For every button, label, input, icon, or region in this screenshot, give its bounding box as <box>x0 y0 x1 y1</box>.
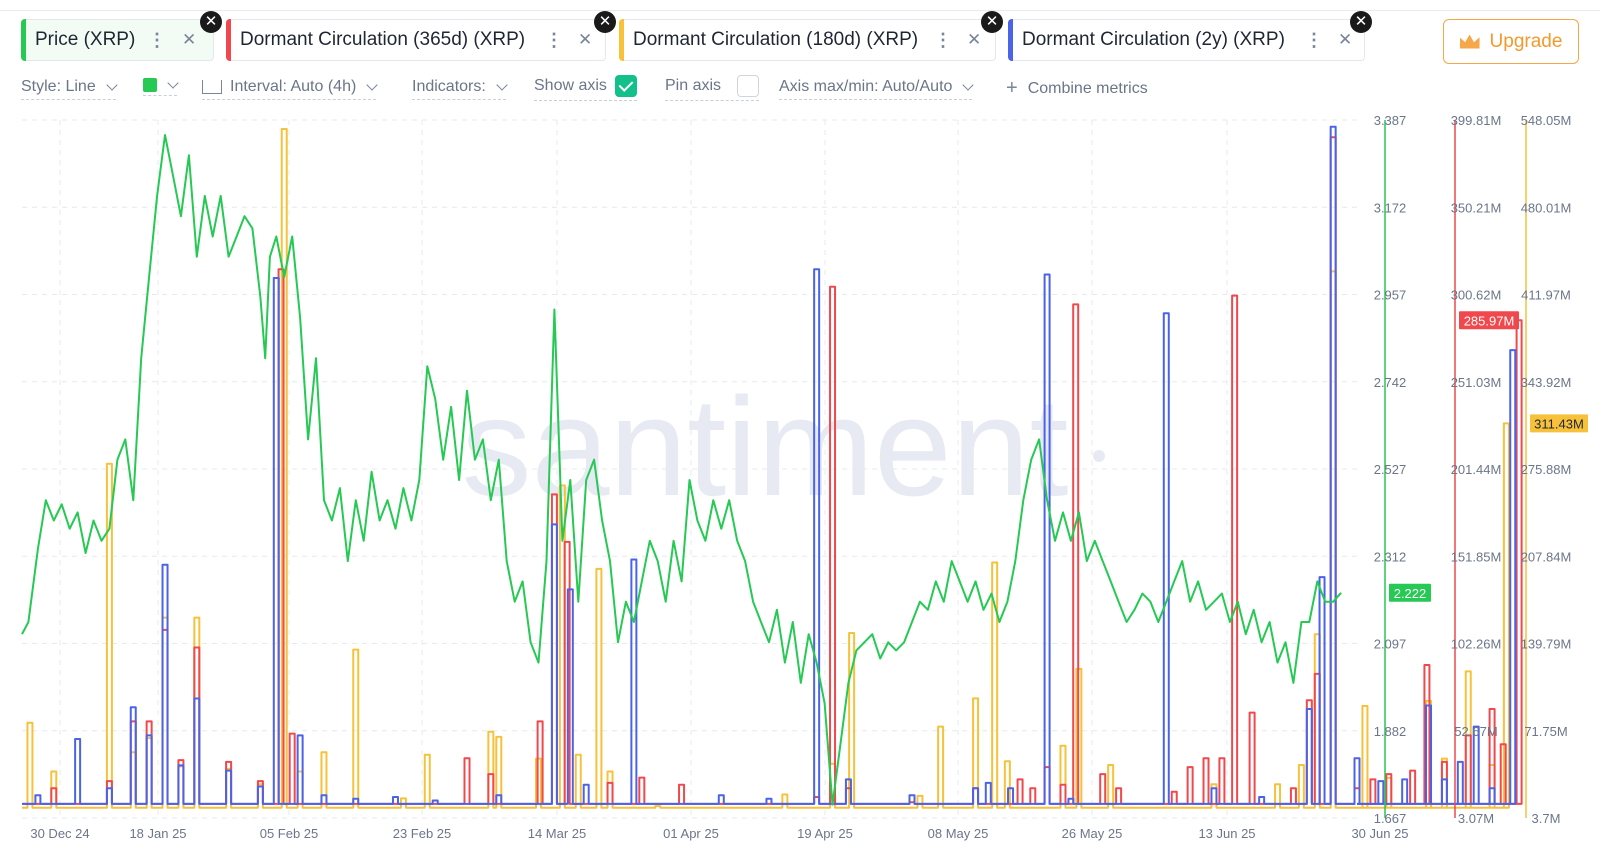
close-icon[interactable]: ✕ <box>981 11 1003 33</box>
y-tick-label: 411.97M <box>1521 288 1571 303</box>
interval-dropdown[interactable]: Interval: Auto (4h) <box>202 78 378 100</box>
tab-dormant-2y-remove-icon[interactable]: ✕ <box>1338 30 1353 49</box>
tab-dormant-2y-color-bar <box>1008 19 1013 61</box>
dormant-365d-current-label: 285.97M <box>1464 313 1515 328</box>
tab-dormant-180d-color-bar <box>619 19 624 61</box>
y-tick-label: 300.62M <box>1451 288 1502 303</box>
y-tick-label: 2.742 <box>1374 375 1407 390</box>
y-tick-label: 3.07M <box>1458 811 1494 826</box>
y-tick-label: 343.92M <box>1521 375 1572 390</box>
x-tick-label: 23 Feb 25 <box>393 826 452 841</box>
price-current-label-bg <box>1389 583 1431 602</box>
pin-axis-toggle[interactable]: Pin axis <box>665 75 760 101</box>
pin-axis-label: Pin axis <box>665 77 722 94</box>
series-line <box>22 125 1517 805</box>
tab-dormant-180d[interactable]: Dormant Circulation (180d) (XRP) ⋮ ✕ <box>619 19 996 61</box>
tab-price[interactable]: Price (XRP) ⋮ ✕ <box>21 19 214 61</box>
tab-dormant-180d-remove-icon[interactable]: ✕ <box>967 30 982 49</box>
series-line <box>21 134 1342 806</box>
y-tick-label: 151.85M <box>1451 549 1502 564</box>
price-current-label: 2.222 <box>1394 586 1427 601</box>
color-swatch <box>143 78 157 92</box>
indicators-dropdown[interactable]: Indicators: <box>412 78 508 100</box>
x-tick-label: 05 Feb 25 <box>260 826 319 841</box>
y-tick-label: 52.67M <box>1454 724 1497 739</box>
tab-price-color-bar <box>21 19 26 61</box>
tab-dormant-365d-color-bar <box>226 19 231 61</box>
x-tick-label: 13 Jun 25 <box>1198 826 1255 841</box>
tab-dormant-365d-menu-icon[interactable]: ⋮ <box>545 29 563 50</box>
x-tick-label: 30 Jun 25 <box>1351 826 1408 841</box>
style-dropdown[interactable]: Style: Line <box>21 78 118 100</box>
y-tick-label: 1.882 <box>1374 724 1407 739</box>
tab-dormant-180d-menu-icon[interactable]: ⋮ <box>934 29 952 50</box>
style-label: Style: Line <box>21 78 96 95</box>
show-axis-toggle[interactable]: Show axis <box>534 75 637 101</box>
tab-dormant-365d[interactable]: Dormant Circulation (365d) (XRP) ⋮ ✕ <box>226 19 606 61</box>
y-tick-label: 102.26M <box>1451 637 1502 652</box>
dormant-180d-current-label: 311.43M <box>1534 416 1584 431</box>
y-tick-label: 71.75M <box>1524 724 1567 739</box>
y-tick-label: 251.03M <box>1451 375 1502 390</box>
y-tick-label: 3.7M <box>1532 811 1561 826</box>
y-tick-label: 548.05M <box>1521 113 1572 128</box>
tab-dormant-2y[interactable]: Dormant Circulation (2y) (XRP) ⋮ ✕ <box>1008 19 1365 61</box>
tab-dormant-365d-label: Dormant Circulation (365d) (XRP) <box>240 29 526 50</box>
x-tick-label: 01 Apr 25 <box>663 826 719 841</box>
watermark: santiment <box>462 368 1069 525</box>
y-tick-label: 201.44M <box>1451 462 1502 477</box>
ruler-icon <box>202 80 222 94</box>
upgrade-button[interactable]: Upgrade <box>1443 19 1579 64</box>
y-tick-label: 2.957 <box>1374 288 1407 303</box>
axis-maxmin-dropdown[interactable]: Axis max/min: Auto/Auto <box>779 78 975 100</box>
y-tick-label: 350.21M <box>1451 200 1502 215</box>
y-tick-label: 2.527 <box>1374 462 1407 477</box>
close-icon[interactable]: ✕ <box>200 11 222 33</box>
x-tick-label: 26 May 25 <box>1062 826 1123 841</box>
color-picker[interactable] <box>143 77 179 96</box>
series-line <box>22 136 1523 805</box>
dormant-365d-current-label-bg <box>1459 311 1519 330</box>
combine-label: Combine metrics <box>1027 79 1148 97</box>
close-icon[interactable]: ✕ <box>594 11 616 33</box>
top-divider <box>0 10 1600 11</box>
y-tick-label: 2.097 <box>1374 637 1407 652</box>
dormant-180d-current-label-bg <box>1530 414 1588 433</box>
y-tick-label: 139.79M <box>1521 637 1572 652</box>
show-axis-label: Show axis <box>534 77 607 94</box>
y-tick-label: 399.81M <box>1451 113 1502 128</box>
y-tick-label: 480.01M <box>1521 200 1572 215</box>
show-axis-checkbox[interactable] <box>614 75 637 97</box>
tab-dormant-365d-remove-icon[interactable]: ✕ <box>578 30 593 49</box>
y-tick-label: 1.667 <box>1374 811 1407 826</box>
y-tick-label: 3.387 <box>1374 113 1407 128</box>
tab-dormant-2y-label: Dormant Circulation (2y) (XRP) <box>1022 29 1285 50</box>
tab-price-menu-icon[interactable]: ⋮ <box>148 29 166 50</box>
watermark-dot <box>1093 450 1105 462</box>
upgrade-label: Upgrade <box>1489 30 1563 52</box>
x-tick-label: 19 Apr 25 <box>797 826 853 841</box>
x-tick-label: 14 Mar 25 <box>528 826 587 841</box>
tab-price-label: Price (XRP) <box>35 29 136 50</box>
y-tick-label: 207.84M <box>1521 549 1572 564</box>
close-icon[interactable]: ✕ <box>1350 11 1372 33</box>
y-tick-label: 3.172 <box>1374 200 1407 215</box>
tab-dormant-2y-menu-icon[interactable]: ⋮ <box>1305 29 1323 50</box>
pin-axis-checkbox[interactable] <box>737 75 760 97</box>
x-tick-label: 08 May 25 <box>928 826 989 841</box>
y-tick-label: 275.88M <box>1521 462 1572 477</box>
tab-dormant-180d-label: Dormant Circulation (180d) (XRP) <box>633 29 919 50</box>
interval-label: Interval: Auto (4h) <box>230 78 357 95</box>
plus-icon: + <box>1006 77 1018 99</box>
indicators-label: Indicators: <box>412 78 486 95</box>
x-tick-label: 18 Jan 25 <box>129 826 186 841</box>
combine-metrics-button[interactable]: + Combine metrics <box>1006 77 1148 103</box>
tab-price-remove-icon[interactable]: ✕ <box>182 30 197 49</box>
x-tick-label: 30 Dec 24 <box>30 826 89 841</box>
axis-maxmin-label: Axis max/min: Auto/Auto <box>779 78 953 95</box>
y-tick-label: 2.312 <box>1374 549 1407 564</box>
